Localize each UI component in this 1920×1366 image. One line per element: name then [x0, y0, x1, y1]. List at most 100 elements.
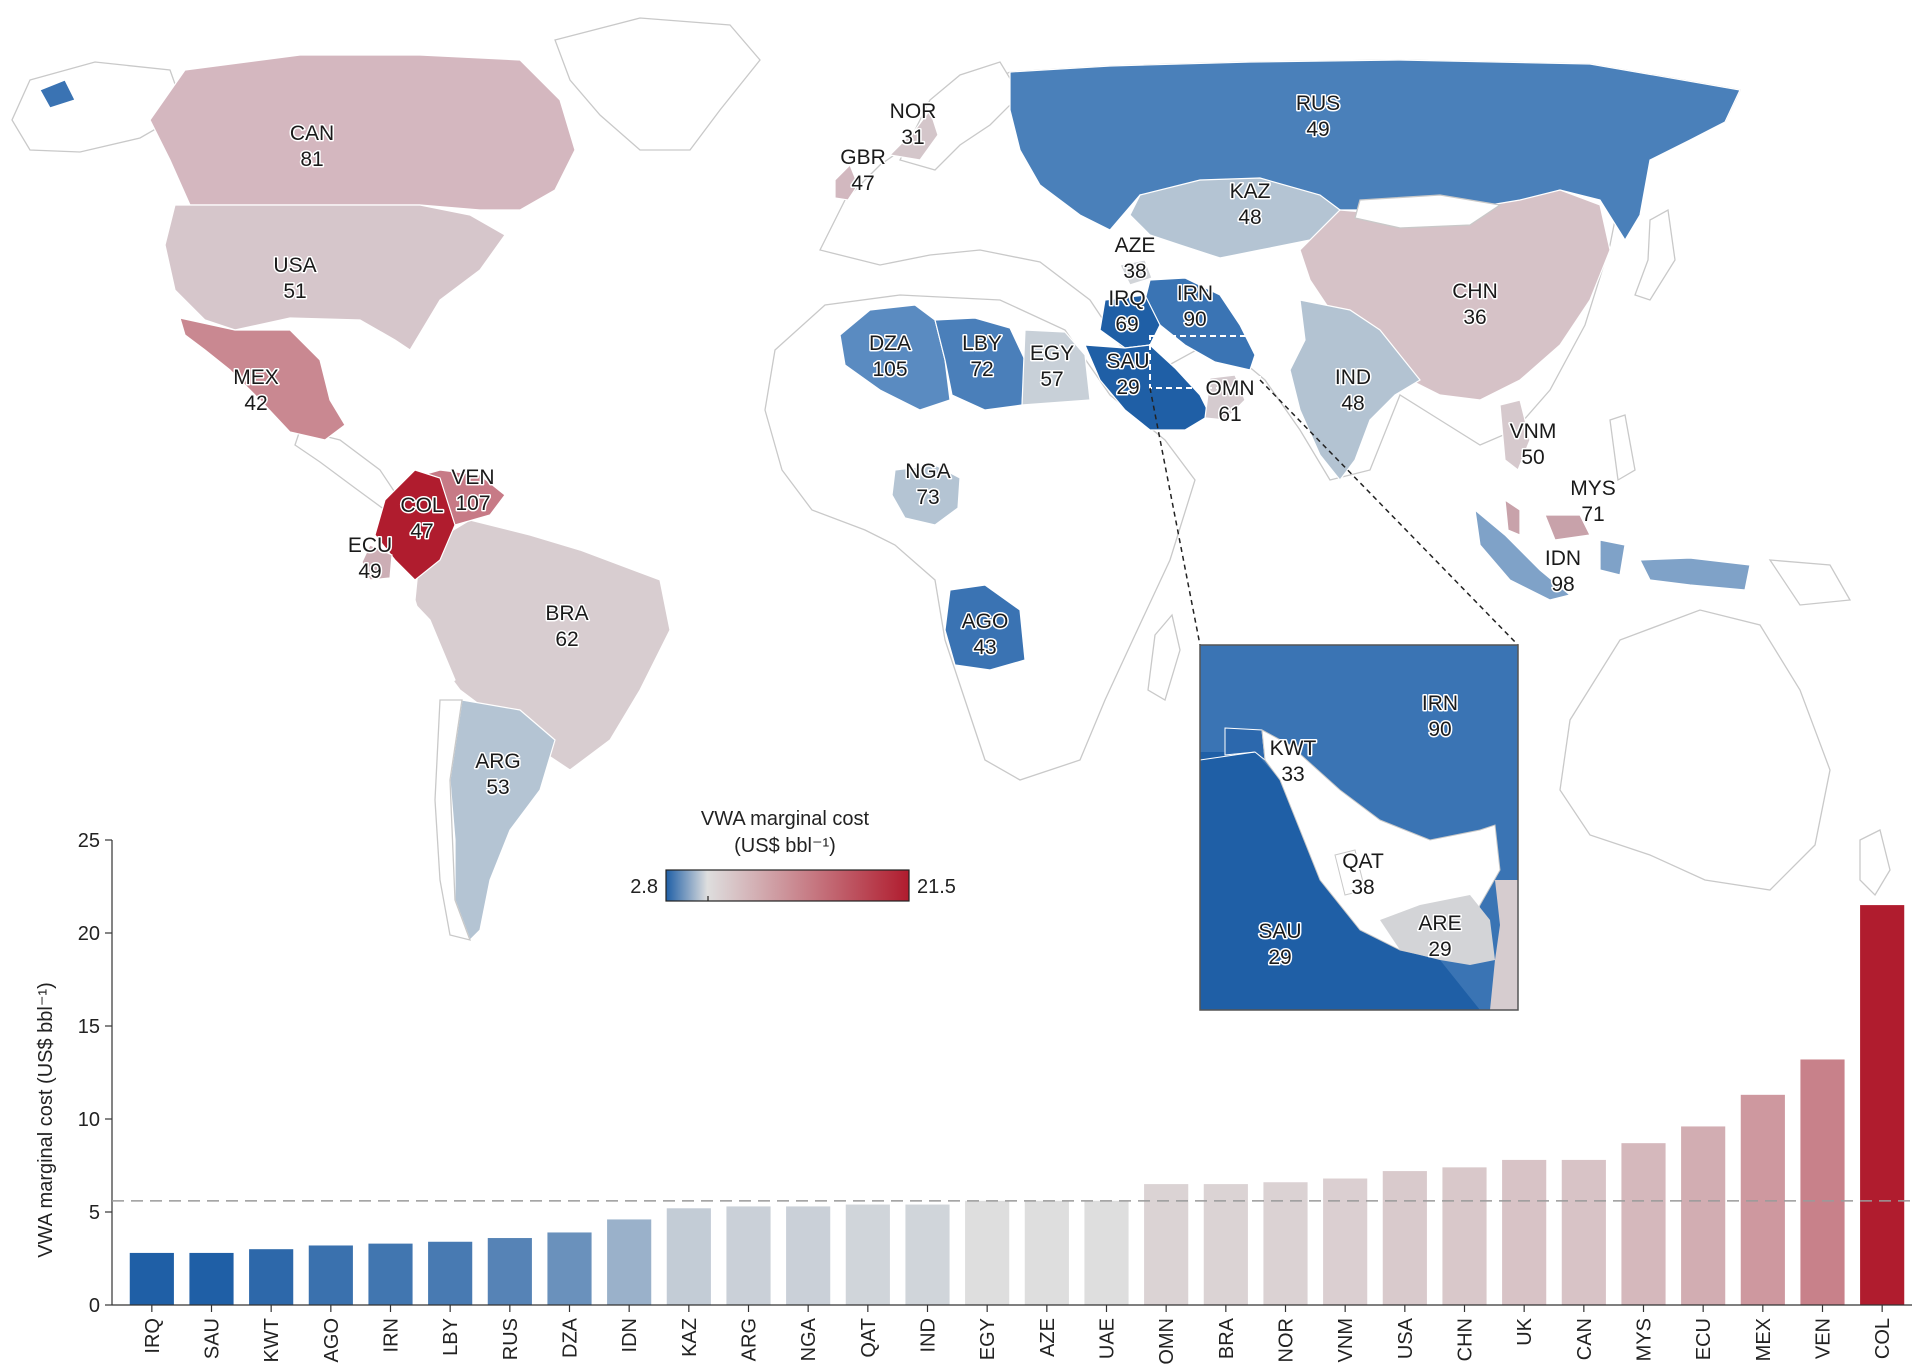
- inset-are: [1380, 895, 1495, 965]
- country-col: [374, 469, 456, 581]
- inset-value-irn: 90: [1428, 718, 1451, 741]
- map-value-mys: 71: [1581, 503, 1604, 526]
- map-value-ago: 43: [973, 636, 996, 659]
- x-tick-label-nor: NOR: [1276, 1318, 1298, 1362]
- inset-guide-right: [1259, 379, 1519, 646]
- bar-chart: VWA marginal cost (US$ bbl⁻¹) 0 5 10 15 20 25…: [35, 830, 1912, 1365]
- bar-vnm: [1323, 1178, 1368, 1305]
- inset-border-1: [1199, 751, 1256, 761]
- map-value-irn: 90: [1183, 308, 1206, 331]
- bar-qat: [845, 1204, 890, 1305]
- country-dza: [839, 304, 951, 411]
- colorbar-max-label: 21.5: [917, 876, 956, 898]
- inset-label-qat: QAT: [1342, 850, 1384, 873]
- x-tick-label-arg: ARG: [739, 1318, 761, 1361]
- country-aze: [1119, 259, 1153, 286]
- bar-lby: [428, 1241, 473, 1305]
- inset-value-are: 29: [1428, 938, 1451, 961]
- country-arg: [449, 699, 556, 942]
- bar-chn: [1442, 1167, 1487, 1305]
- x-tick-label-ind: IND: [918, 1318, 940, 1352]
- bar-nor: [1263, 1182, 1308, 1305]
- map-label-rus: RUS: [1296, 92, 1340, 115]
- map-label-nga: NGA: [905, 460, 951, 483]
- map-value-usa: 51: [283, 280, 306, 303]
- map-label-irn: IRN: [1177, 282, 1213, 305]
- bar-irq: [129, 1252, 174, 1305]
- colorbar-legend: VWA marginal cost (US$ bbl⁻¹) 2.8 21.5: [630, 808, 956, 902]
- inset-label-sau: SAU: [1258, 920, 1301, 943]
- x-tick-label-sau: SAU: [202, 1318, 224, 1359]
- map-value-idn: 98: [1551, 573, 1574, 596]
- inset-qat: [1334, 849, 1366, 896]
- map-value-bra: 62: [555, 628, 578, 651]
- bar-rus: [487, 1238, 532, 1305]
- land-australia: [1559, 609, 1831, 891]
- bar-kwt: [249, 1249, 294, 1305]
- country-ind: [1289, 299, 1421, 481]
- map-value-irq: 69: [1115, 313, 1138, 336]
- bar-usa: [1382, 1171, 1427, 1305]
- legend-title-line2: (US$ bbl⁻¹): [734, 835, 836, 857]
- map-value-ind: 48: [1341, 392, 1364, 415]
- bar-uk: [1502, 1159, 1547, 1305]
- country-nor: [888, 108, 939, 161]
- map-value-can: 81: [300, 148, 323, 171]
- land-png: [1768, 559, 1852, 606]
- map-value-col: 47: [410, 520, 433, 543]
- bar-aze: [1024, 1200, 1069, 1305]
- country-greenland-blue: [39, 79, 76, 109]
- inset-label-are: ARE: [1418, 912, 1461, 935]
- map-label-aze: AZE: [1115, 234, 1156, 257]
- map-value-vnm: 50: [1521, 446, 1544, 469]
- country-can: [149, 54, 576, 211]
- country-nga: [891, 464, 961, 526]
- bar-ven: [1800, 1059, 1845, 1305]
- country-omn: [1204, 374, 1246, 421]
- map-labels: CAN 81 USA 51 MEX 42 VEN 107 COL 47 ECU 49 BRA 62 ARG 5…: [232, 91, 1618, 801]
- map-value-aze: 38: [1123, 260, 1146, 283]
- map-label-bra: BRA: [545, 602, 588, 625]
- map-value-lby: 72: [970, 358, 993, 381]
- country-mex: [179, 317, 346, 441]
- map-label-mex: MEX: [233, 366, 279, 389]
- x-tick-label-can: CAN: [1574, 1318, 1596, 1360]
- x-tick-label-vnm: VNM: [1335, 1318, 1357, 1362]
- bars: [129, 905, 1905, 1305]
- land-chile: [434, 699, 472, 941]
- bar-uae: [1084, 1200, 1129, 1305]
- map-label-egy: EGY: [1030, 342, 1074, 365]
- x-tick-label-rus: RUS: [500, 1318, 522, 1360]
- map-label-kaz: KAZ: [1230, 180, 1271, 203]
- colorbar: [665, 869, 910, 902]
- map-label-dza: DZA: [869, 332, 911, 355]
- y-tick-label: 25: [78, 830, 100, 852]
- map-value-chn: 36: [1463, 306, 1486, 329]
- map-label-usa: USA: [273, 254, 316, 277]
- x-tick-label-uae: UAE: [1097, 1318, 1119, 1359]
- bar-egy: [965, 1200, 1010, 1305]
- bar-nga: [786, 1206, 831, 1305]
- map-value-omn: 61: [1218, 403, 1241, 426]
- map-value-egy: 57: [1040, 368, 1063, 391]
- land-greenland: [554, 17, 761, 151]
- map-value-sau: 29: [1116, 376, 1139, 399]
- inset-border: [1199, 644, 1519, 1011]
- y-tick-label: 0: [89, 1295, 100, 1317]
- x-tick-label-irn: IRN: [381, 1318, 403, 1352]
- land-africa: [764, 294, 1196, 781]
- x-tick-label-nga: NGA: [798, 1317, 820, 1361]
- x-tick-label-qat: QAT: [858, 1318, 880, 1358]
- inset-value-sau: 29: [1268, 946, 1291, 969]
- country-mys: [1504, 498, 1591, 541]
- bar-bra: [1203, 1184, 1248, 1305]
- x-tick-label-ago: AGO: [321, 1318, 343, 1362]
- x-tick-label-dza: DZA: [560, 1317, 582, 1358]
- y-tick-label: 5: [89, 1202, 100, 1224]
- country-vnm: [1499, 399, 1531, 471]
- map-value-rus: 49: [1306, 118, 1329, 141]
- map-label-col: COL: [400, 494, 443, 517]
- x-tick-label-uk: UK: [1514, 1317, 1536, 1345]
- map-value-ven: 107: [455, 492, 490, 515]
- map-label-gbr: GBR: [840, 146, 886, 169]
